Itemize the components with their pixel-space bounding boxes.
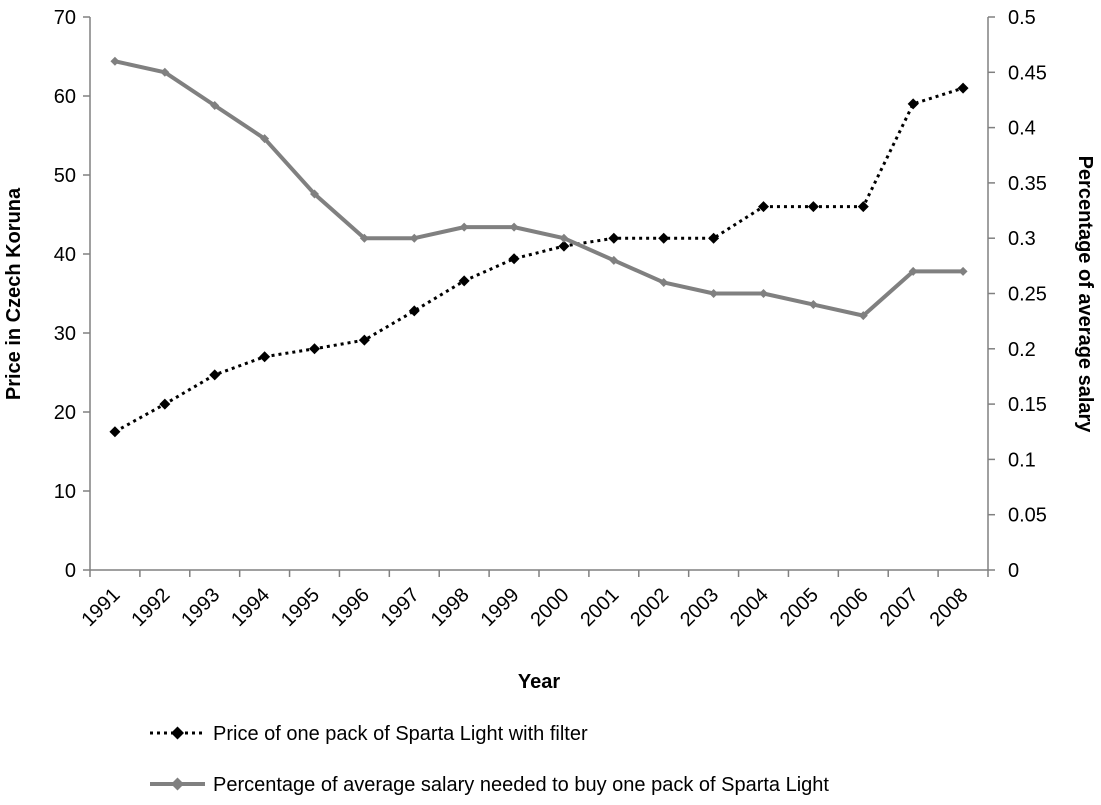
data-point-marker bbox=[309, 343, 320, 355]
legend-price-marker bbox=[171, 726, 184, 740]
series-line bbox=[114, 59, 964, 318]
left-y-tick-label: 60 bbox=[54, 86, 76, 108]
x-tick-label: 1997 bbox=[377, 584, 424, 631]
data-point-marker bbox=[658, 232, 670, 244]
legend: Price of one pack of Sparta Light with f… bbox=[150, 723, 829, 796]
axes bbox=[89, 17, 989, 571]
x-tick-label: 1999 bbox=[477, 584, 524, 631]
x-axis-title: Year bbox=[518, 671, 560, 693]
data-point-marker bbox=[608, 232, 620, 244]
data-point-marker bbox=[808, 300, 818, 310]
left-y-axis-title: Price in Czech Koruna bbox=[3, 187, 25, 400]
series-price bbox=[109, 82, 969, 438]
data-point-marker bbox=[260, 134, 270, 144]
data-point-marker bbox=[110, 56, 120, 66]
data-point-marker bbox=[659, 277, 669, 287]
right-y-ticks: 0 0.05 0.1 0.15 0.2 0.25 0.3 0.35 0.4 0.45 0.5 bbox=[988, 7, 1047, 582]
left-y-tick-label: 70 bbox=[54, 7, 76, 29]
left-y-tick-label: 10 bbox=[54, 481, 76, 503]
x-tick-label: 1993 bbox=[177, 584, 224, 631]
legend-percentage-marker bbox=[171, 777, 184, 791]
right-y-tick-label: 0 bbox=[1008, 560, 1019, 582]
left-y-tick-label: 20 bbox=[54, 402, 76, 424]
data-point-marker bbox=[358, 334, 370, 346]
data-point-marker bbox=[908, 266, 918, 276]
right-y-tick-label: 0.35 bbox=[1008, 173, 1047, 195]
right-y-tick-label: 0.05 bbox=[1008, 505, 1047, 527]
x-tick-label: 2003 bbox=[676, 584, 723, 631]
right-y-tick-label: 0.4 bbox=[1008, 118, 1036, 140]
left-y-tick-label: 30 bbox=[54, 323, 76, 345]
right-y-tick-label: 0.25 bbox=[1008, 284, 1047, 306]
data-point-marker bbox=[310, 189, 319, 199]
data-point-marker bbox=[559, 233, 569, 243]
left-y-tick-label: 40 bbox=[54, 244, 76, 266]
x-tick-label: 1992 bbox=[127, 584, 174, 631]
x-tick-label: 2007 bbox=[876, 584, 923, 631]
data-point-marker bbox=[209, 369, 221, 381]
data-point-marker bbox=[958, 266, 968, 276]
x-tick-label: 2005 bbox=[776, 584, 823, 631]
series-percentage bbox=[110, 56, 968, 321]
data-point-marker bbox=[858, 311, 868, 321]
x-tick-label: 2000 bbox=[526, 584, 573, 631]
x-tick-label: 1995 bbox=[277, 584, 324, 631]
x-tick-label: 2002 bbox=[626, 584, 673, 631]
right-y-axis-title: Percentage of average salary bbox=[1074, 156, 1096, 434]
legend-item-percentage: Percentage of average salary needed to b… bbox=[150, 774, 829, 796]
right-y-tick-label: 0.2 bbox=[1008, 339, 1036, 361]
x-tick-label: 2001 bbox=[576, 584, 623, 631]
data-point-marker bbox=[509, 222, 519, 232]
legend-price-label: Price of one pack of Sparta Light with f… bbox=[213, 723, 588, 745]
left-y-ticks: 0 10 20 30 40 50 60 70 bbox=[54, 7, 90, 582]
series-line bbox=[114, 86, 964, 434]
data-point-marker bbox=[259, 351, 271, 363]
x-tick-label: 1998 bbox=[427, 584, 474, 631]
x-tick-label: 2008 bbox=[926, 584, 973, 631]
x-tick-label: 1996 bbox=[327, 584, 374, 631]
legend-percentage-label: Percentage of average salary needed to b… bbox=[213, 774, 829, 796]
x-ticks: 1991 1992 1993 1994 1995 1996 1997 1998 1999 2000… bbox=[77, 570, 989, 631]
data-point-marker bbox=[709, 289, 719, 298]
data-point-marker bbox=[957, 82, 969, 94]
series bbox=[109, 56, 969, 438]
data-point-marker bbox=[759, 289, 768, 298]
x-tick-label: 1994 bbox=[227, 584, 274, 631]
data-point-marker bbox=[907, 98, 919, 110]
data-point-marker bbox=[857, 201, 869, 213]
right-y-tick-label: 0.5 bbox=[1008, 7, 1036, 29]
data-point-marker bbox=[459, 222, 469, 232]
data-point-marker bbox=[708, 232, 720, 244]
legend-item-price: Price of one pack of Sparta Light with f… bbox=[150, 723, 588, 745]
data-point-marker bbox=[758, 201, 769, 213]
data-point-marker bbox=[807, 201, 819, 213]
data-point-marker bbox=[508, 253, 520, 265]
x-tick-label: 2006 bbox=[826, 584, 873, 631]
right-y-tick-label: 0.1 bbox=[1008, 449, 1036, 471]
data-point-marker bbox=[359, 233, 369, 243]
data-point-marker bbox=[159, 398, 171, 410]
data-point-marker bbox=[409, 233, 419, 243]
data-point-marker bbox=[160, 67, 170, 77]
right-y-tick-label: 0.45 bbox=[1008, 62, 1047, 84]
data-point-marker bbox=[609, 255, 619, 265]
x-tick-label: 1991 bbox=[77, 584, 124, 631]
data-point-marker bbox=[408, 305, 420, 317]
right-y-tick-label: 0.3 bbox=[1008, 228, 1036, 250]
x-tick-label: 2004 bbox=[726, 584, 773, 631]
data-point-marker bbox=[109, 426, 121, 438]
data-point-marker bbox=[458, 275, 470, 287]
right-y-tick-label: 0.15 bbox=[1008, 394, 1047, 416]
left-y-tick-label: 50 bbox=[54, 165, 76, 187]
data-point-marker bbox=[558, 240, 570, 252]
data-point-marker bbox=[210, 100, 220, 110]
left-y-tick-label: 0 bbox=[65, 560, 76, 582]
